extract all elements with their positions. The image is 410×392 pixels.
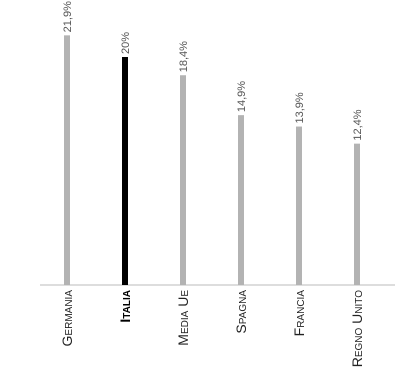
category-label-regno-unito: REGNO UNITO bbox=[349, 290, 365, 368]
category-label-francia: FRANCIA bbox=[291, 290, 307, 337]
value-label-italia: 20% bbox=[120, 32, 132, 54]
bar-regno-unito bbox=[354, 143, 360, 285]
value-label-francia: 13,9% bbox=[294, 92, 306, 123]
bar-germania bbox=[64, 35, 70, 286]
bar-spagna bbox=[238, 115, 244, 285]
category-label-media-ue: MEDIA UE bbox=[175, 290, 191, 346]
bar-media-ue bbox=[180, 75, 186, 286]
category-label-italia: ITALIA bbox=[117, 290, 133, 323]
category-label-germania: GERMANIA bbox=[59, 290, 75, 347]
value-label-germania: 21,9% bbox=[62, 1, 74, 32]
value-label-regno-unito: 12,4% bbox=[352, 109, 364, 140]
bar-italia bbox=[122, 57, 128, 285]
bar-francia bbox=[296, 126, 302, 285]
value-labels-group: 21,9% 20% 18,4% 14,9% 13,9% 12,4% bbox=[62, 1, 364, 141]
category-label-spagna: SPAGNA bbox=[233, 290, 249, 334]
value-label-spagna: 14,9% bbox=[236, 81, 248, 112]
bars-group bbox=[64, 35, 360, 286]
value-label-media-ue: 18,4% bbox=[178, 41, 190, 72]
category-labels-group: GERMANIA ITALIA MEDIA UE SPAGNA FRANCIA REGNO… bbox=[59, 290, 365, 368]
